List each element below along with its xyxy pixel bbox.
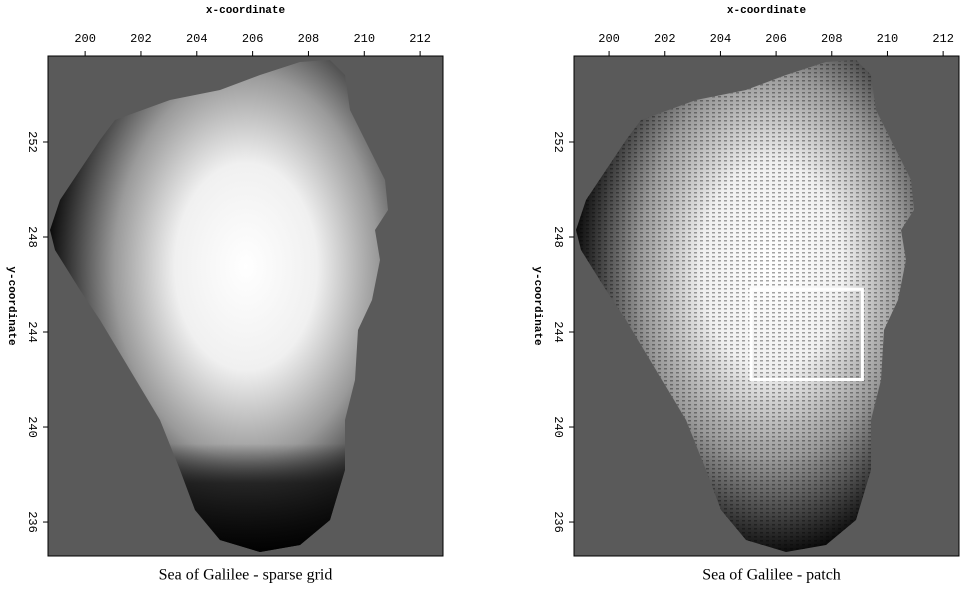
y-axis-label: y-coordinate [531, 266, 543, 346]
y-axis-label: y-coordinate [5, 266, 17, 346]
y-tick-label: 244 [551, 321, 565, 343]
y-tick-label: 244 [25, 321, 39, 343]
x-tick-label: 204 [186, 32, 208, 46]
plot-frame [573, 55, 960, 557]
x-tick-label: 206 [765, 32, 787, 46]
plot-frame [47, 55, 444, 557]
panel-1-image [48, 56, 443, 556]
x-tick-label: 208 [821, 32, 843, 46]
y-tick-label: 240 [551, 416, 565, 438]
x-tick-label: 204 [710, 32, 732, 46]
y-tick-label: 240 [25, 416, 39, 438]
x-tick-label: 208 [298, 32, 320, 46]
y-tick-label: 252 [551, 131, 565, 153]
x-axis-label: x-coordinate [206, 5, 286, 17]
panel-title: Sea of Galilee - sparse grid [159, 567, 333, 584]
y-tick-label: 252 [25, 131, 39, 153]
y-tick-label: 236 [551, 511, 565, 533]
x-tick-label: 200 [74, 32, 96, 46]
panel-2-image [574, 56, 959, 556]
x-tick-label: 212 [409, 32, 431, 46]
x-tick-label: 212 [932, 32, 954, 46]
x-tick-label: 200 [598, 32, 620, 46]
x-tick-label: 210 [877, 32, 899, 46]
y-tick-label: 248 [551, 226, 565, 248]
y-tick-label: 248 [25, 226, 39, 248]
panel-title: Sea of Galilee - patch [702, 567, 841, 584]
x-axis-label: x-coordinate [727, 5, 807, 17]
patch-rectangle [749, 287, 864, 382]
x-tick-label: 202 [130, 32, 152, 46]
y-tick-label: 236 [25, 511, 39, 533]
x-tick-label: 210 [353, 32, 375, 46]
x-tick-label: 206 [242, 32, 264, 46]
x-tick-label: 202 [654, 32, 676, 46]
